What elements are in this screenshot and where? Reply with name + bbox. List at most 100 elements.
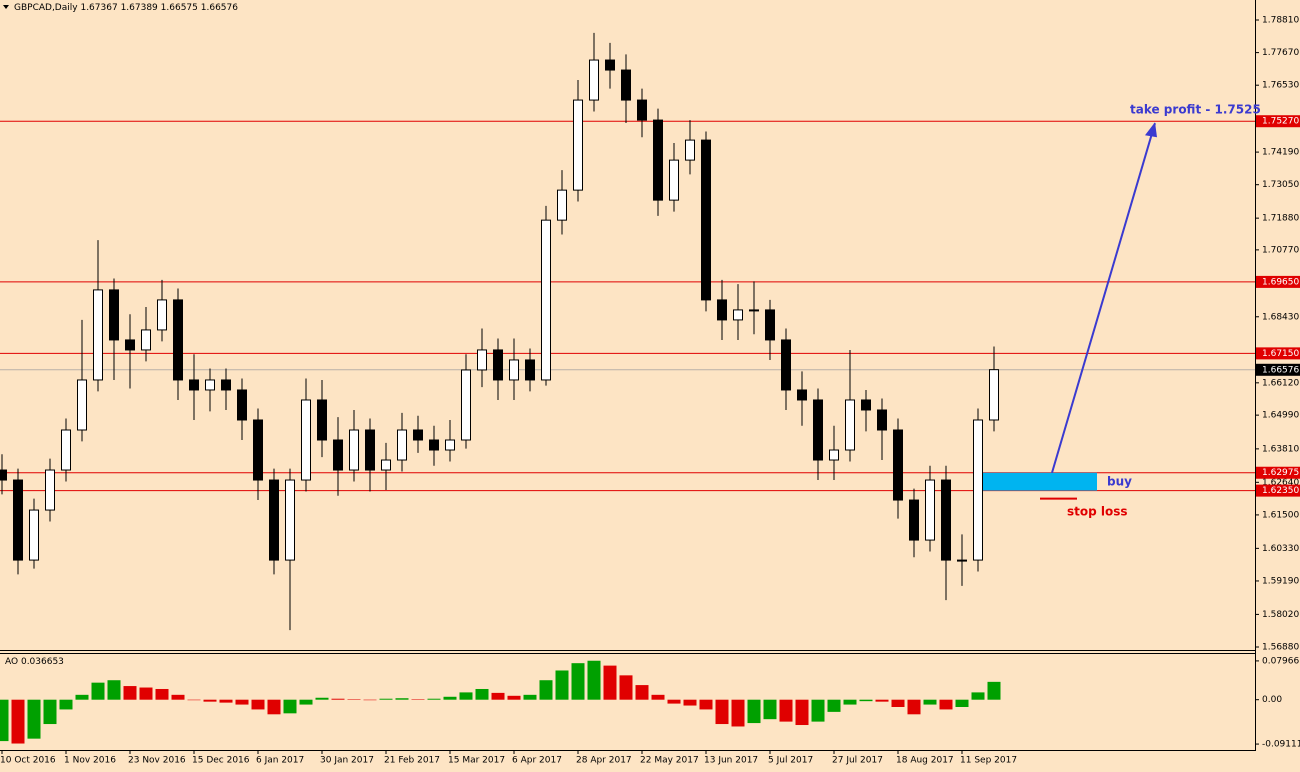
y-tick-label: 1.78810 [1262,16,1299,26]
level-label-bg [1256,275,1300,288]
ao-bar [827,699,841,712]
take-profit-arrow [1051,122,1156,474]
ao-bar [843,699,857,705]
y-tick-label: 1.76530 [1262,81,1299,91]
ao-bar [299,699,313,705]
ao-bar [75,694,89,700]
ao-bar [267,699,281,715]
candle-body [157,299,167,331]
ao-bar [587,660,601,700]
y-tick-label: 1.73050 [1262,180,1299,190]
y-tick-label: 1.63810 [1262,444,1299,454]
ao-bar [571,663,585,700]
ao-tick-label: 0.079661 [1262,656,1300,666]
ao-bar [907,699,921,715]
candle-body [205,379,215,391]
candle-body [253,419,263,481]
x-tick-label: 6 Jan 2017 [256,756,304,766]
ao-bar [155,688,169,700]
ao-bar [795,699,809,726]
level-label-bg [1256,347,1300,360]
ao-bar [459,692,473,700]
ao-bar [859,699,873,702]
candle-body [0,469,7,481]
ao-bar [203,699,217,702]
candle-body [845,399,855,451]
candle-body [909,499,919,541]
candle-body [381,459,391,471]
x-tick-label: 18 Aug 2017 [896,756,954,766]
ao-bar [171,694,185,700]
ao-bar [379,698,393,700]
y-tick-label: 1.60330 [1262,544,1299,554]
candle-body [573,99,583,191]
ao-bar [443,696,457,700]
ao-bar [923,699,937,705]
candle-body [221,379,231,391]
y-tick-label: 1.71880 [1262,214,1299,224]
x-tick-label: 6 Apr 2017 [512,756,562,766]
ao-bar [651,694,665,700]
candle-body [717,299,727,321]
x-tick-label: 1 Nov 2016 [64,756,116,766]
ao-bar [811,699,825,722]
candle-body [621,69,631,101]
ao-bar [283,699,297,714]
ao-bar [667,699,681,704]
x-tick-label: 10 Oct 2016 [0,756,56,766]
candle-body [957,559,967,562]
ao-bar [683,699,697,706]
ao-bar [251,699,265,710]
candle-body [893,429,903,501]
ao-bar [43,699,57,725]
ao-bar [139,687,153,700]
ao-bar [635,685,649,700]
ao-bar [235,699,249,705]
candle-body [397,429,407,461]
ao-bar [411,699,425,700]
ao-bar [523,694,537,700]
ao-bar [331,698,345,700]
candle-body [973,419,983,561]
bar-low: 1.66575 [161,3,198,13]
x-tick-label: 23 Nov 2016 [128,756,186,766]
level-label: 1.62975 [1262,468,1299,478]
buy-zone [977,472,1097,491]
ao-tick-label: 0.00 [1262,695,1282,705]
ao-bar [971,692,985,700]
x-tick-label: 15 Mar 2017 [448,756,505,766]
ao-bar [891,699,905,708]
candle-body [269,479,279,561]
ao-bar [507,695,521,700]
chart-header: GBPCAD,Daily 1.67367 1.67389 1.66575 1.6… [14,3,238,13]
candle-body [605,59,615,71]
candle-body [925,479,935,541]
x-tick-label: 13 Jun 2017 [704,756,758,766]
ao-bar [347,699,361,700]
candle-body [509,359,519,381]
ao-bar [427,698,441,700]
candle-body [989,369,999,421]
menu-triangle[interactable] [3,5,9,9]
ao-bar [763,699,777,720]
ao-header: AO 0.036653 [5,657,64,667]
ao-bar [395,698,409,700]
ao-bar [27,699,41,739]
x-tick-label: 30 Jan 2017 [320,756,374,766]
candle-body [829,449,839,461]
candle-body [701,139,711,301]
ao-bar [123,686,137,700]
candle-body [77,379,87,431]
plot: 1.78810 1.77670 1.76530 1.74190 1.73050 1.718… [0,16,1300,766]
arrow-head [1145,122,1157,138]
bar-open: 1.67367 [80,3,117,13]
candle-body [749,309,759,312]
ao-bar [555,670,569,700]
ao-bar [875,699,889,702]
candle-body [813,399,823,461]
candle-body [141,329,151,351]
y-tick-label: 1.56880 [1262,642,1299,652]
current-price-label: 1.66576 [1262,365,1299,375]
x-tick-label: 28 Apr 2017 [576,756,632,766]
